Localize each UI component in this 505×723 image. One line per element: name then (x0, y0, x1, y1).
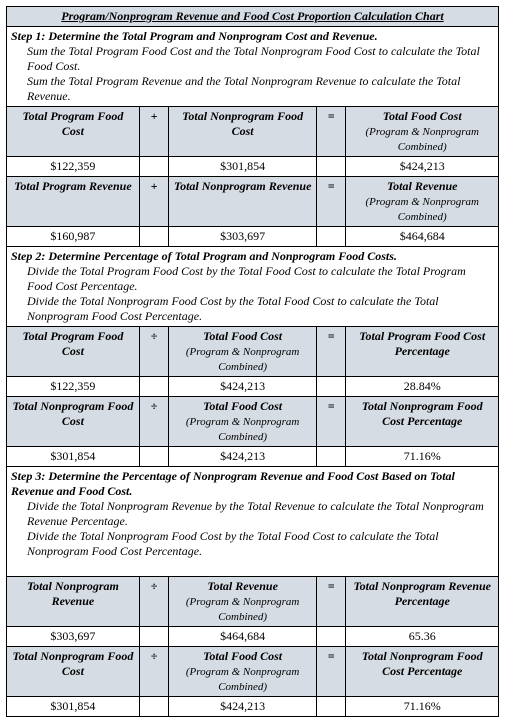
s1r1-c2: Total Nonprogram Food Cost (169, 107, 317, 157)
s1r1-v3: $424,213 (346, 157, 499, 177)
s3r1-v3: 65.36 (346, 627, 499, 647)
s3r1-c1: Total Nonprogram Revenue (7, 577, 140, 627)
step2-heading: Step 2: Determine Percentage of Total Pr… (11, 249, 397, 263)
s1r1-v2: $301,854 (169, 157, 317, 177)
s3r2-op1: ÷ (139, 647, 169, 697)
s2r2-c2: Total Food Cost(Program & Nonprogram Com… (169, 397, 317, 447)
s2r2-c3: Total Nonprogram Food Cost Percentage (346, 397, 499, 447)
s1r2-v2: $303,697 (169, 227, 317, 247)
step2-block: Step 2: Determine Percentage of Total Pr… (7, 247, 499, 327)
s1r2-c2: Total Nonprogram Revenue (169, 177, 317, 227)
s2r1-v2: $424,213 (169, 377, 317, 397)
step1-block: Step 1: Determine the Total Program and … (7, 27, 499, 107)
s1r2-c1: Total Program Revenue (7, 177, 140, 227)
s3r2-c1: Total Nonprogram Food Cost (7, 647, 140, 697)
s2r1-c3: Total Program Food Cost Percentage (346, 327, 499, 377)
s3r2-v1: $301,854 (7, 697, 140, 717)
s2r2-v2: $424,213 (169, 447, 317, 467)
step1-heading: Step 1: Determine the Total Program and … (11, 29, 378, 43)
s3r2-c3: Total Nonprogram Food Cost Percentage (346, 647, 499, 697)
s2r1-v1: $122,359 (7, 377, 140, 397)
s3r1-op1: ÷ (139, 577, 169, 627)
s1r2-c3: Total Revenue(Program & Nonprogram Combi… (346, 177, 499, 227)
calculation-chart: Program/Nonprogram Revenue and Food Cost… (6, 6, 499, 717)
s2r2-op1: ÷ (139, 397, 169, 447)
s1r2-v1: $160,987 (7, 227, 140, 247)
s3r1-op2: = (316, 577, 346, 627)
s1r1-op2: = (316, 107, 346, 157)
s2r2-c1: Total Nonprogram Food Cost (7, 397, 140, 447)
s1r1-c1: Total Program Food Cost (7, 107, 140, 157)
s3r1-v1: $303,697 (7, 627, 140, 647)
s2r1-v3: 28.84% (346, 377, 499, 397)
s1r1-c3: Total Food Cost(Program & Nonprogram Com… (346, 107, 499, 157)
step3-heading: Step 3: Determine the Percentage of Nonp… (11, 469, 455, 498)
s1r1-op1: + (139, 107, 169, 157)
chart-title: Program/Nonprogram Revenue and Food Cost… (7, 7, 499, 27)
s2r2-v1: $301,854 (7, 447, 140, 467)
s3r2-v3: 71.16% (346, 697, 499, 717)
s2r1-op1: ÷ (139, 327, 169, 377)
s2r1-c1: Total Program Food Cost (7, 327, 140, 377)
s2r2-v3: 71.16% (346, 447, 499, 467)
s1r1-v1: $122,359 (7, 157, 140, 177)
s1r2-op2: = (316, 177, 346, 227)
s2r1-op2: = (316, 327, 346, 377)
s3r1-c3: Total Nonprogram Revenue Percentage (346, 577, 499, 627)
s1r2-v3: $464,684 (346, 227, 499, 247)
s3r2-op2: = (316, 647, 346, 697)
s2r1-c2: Total Food Cost(Program & Nonprogram Com… (169, 327, 317, 377)
s3r2-v2: $424,213 (169, 697, 317, 717)
s3r1-c2: Total Revenue(Program & Nonprogram Combi… (169, 577, 317, 627)
s2r2-op2: = (316, 397, 346, 447)
s3r2-c2: Total Food Cost(Program & Nonprogram Com… (169, 647, 317, 697)
s3r1-v2: $464,684 (169, 627, 317, 647)
s1r2-op1: + (139, 177, 169, 227)
step3-block: Step 3: Determine the Percentage of Nonp… (7, 467, 499, 577)
